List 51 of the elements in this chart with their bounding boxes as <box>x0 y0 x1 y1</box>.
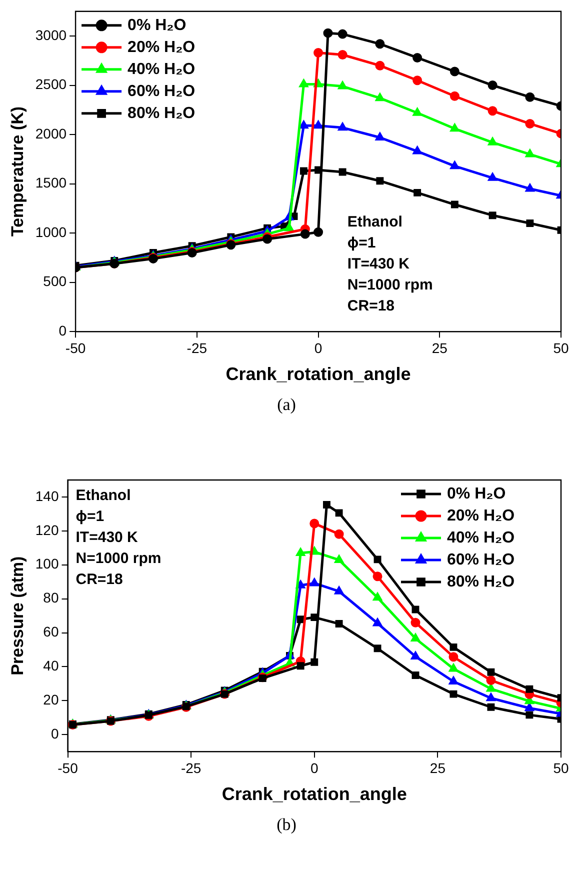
x-tick-label: 50 <box>553 340 569 356</box>
annotation: N=1000 rpm <box>76 550 162 568</box>
y-axis-title: Temperature (K) <box>8 106 27 237</box>
annotation: CR=18 <box>76 571 123 588</box>
legend-label: 0% H₂O <box>128 16 186 34</box>
legend-label: 60% H₂O <box>128 82 196 100</box>
y-tick-label: 20 <box>43 692 59 708</box>
annotation: IT=430 K <box>347 256 410 273</box>
x-tick-label: -50 <box>65 340 86 356</box>
x-tick-label: 0 <box>314 340 322 356</box>
text: (a) <box>276 394 297 416</box>
y-tick-label: 2500 <box>35 76 67 92</box>
y-tick-label: 1500 <box>35 174 67 191</box>
legend-label: 20% H₂O <box>447 507 515 524</box>
y-tick-label: 60 <box>43 624 59 640</box>
x-axis-title: Crank_rotation_angle <box>226 364 411 384</box>
y-tick-label: 100 <box>35 556 59 572</box>
x-tick-label: 25 <box>432 340 448 356</box>
legend-label: 80% H₂O <box>128 104 196 122</box>
x-tick-label: 0 <box>310 760 318 776</box>
legend-label: 60% H₂O <box>447 551 515 568</box>
y-tick-label: 0 <box>50 725 59 742</box>
annotation: IT=430 K <box>76 529 138 546</box>
x-tick-label: -50 <box>58 760 78 776</box>
text: (b) <box>276 814 298 836</box>
x-axis-title: Crank_rotation_angle <box>222 784 407 804</box>
y-tick-label: 0 <box>58 322 67 338</box>
annotation: Ethanol <box>76 487 131 504</box>
y-tick-label: 1000 <box>35 224 67 240</box>
y-tick-label: 2000 <box>35 125 67 142</box>
y-tick-label: 120 <box>35 522 59 538</box>
annotation: ϕ=1 <box>76 508 104 526</box>
y-tick-label: 80 <box>43 590 59 606</box>
y-tick-label: 40 <box>43 658 59 674</box>
x-tick-label: -25 <box>186 340 208 356</box>
legend-label: 40% H₂O <box>447 529 515 546</box>
annotation: ϕ=1 <box>347 234 376 252</box>
y-tick-label: 3000 <box>35 26 67 43</box>
legend-label: 0% H₂O <box>447 485 506 502</box>
legend-label: 40% H₂O <box>128 60 196 78</box>
legend-label: 80% H₂O <box>447 573 515 590</box>
annotation: N=1000 rpm <box>347 276 433 294</box>
x-tick-label: -25 <box>180 760 202 776</box>
legend-label: 20% H₂O <box>128 38 196 56</box>
x-tick-label: 25 <box>430 760 446 776</box>
y-tick-label: 500 <box>43 273 67 290</box>
y-axis-title: Pressure (atm) <box>8 556 27 676</box>
annotation: Ethanol <box>347 214 402 231</box>
y-tick-label: 140 <box>35 488 59 504</box>
annotation: CR=18 <box>347 298 395 315</box>
x-tick-label: 50 <box>553 760 569 776</box>
